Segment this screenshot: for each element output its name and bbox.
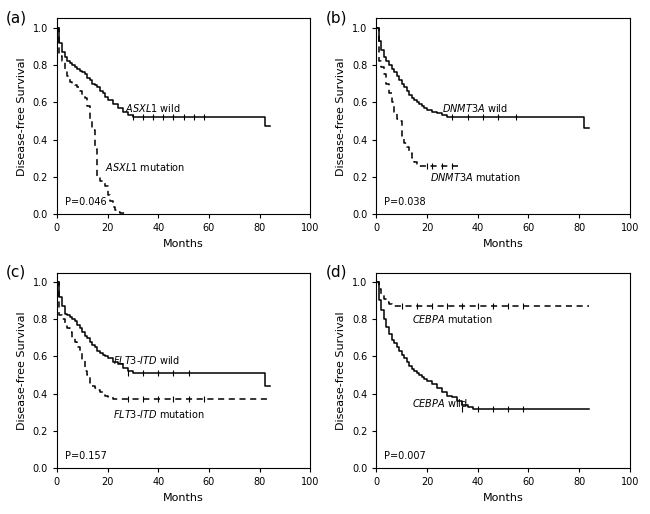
X-axis label: Months: Months	[163, 238, 204, 249]
Text: (a): (a)	[6, 10, 27, 26]
Text: P=0.046: P=0.046	[64, 197, 106, 207]
Y-axis label: Disease-free Survival: Disease-free Survival	[337, 57, 346, 175]
Text: $\it{DNMT3A}$ mutation: $\it{DNMT3A}$ mutation	[430, 171, 520, 183]
Text: P=0.007: P=0.007	[384, 451, 426, 461]
Text: $\it{ASXL1}$ wild: $\it{ASXL1}$ wild	[125, 102, 181, 114]
Text: (c): (c)	[6, 265, 27, 280]
Text: $\it{CEBPA}$ wild: $\it{CEBPA}$ wild	[412, 397, 468, 409]
Text: $\it{ASXL1}$ mutation: $\it{ASXL1}$ mutation	[105, 161, 185, 173]
Y-axis label: Disease-free Survival: Disease-free Survival	[337, 311, 346, 430]
Y-axis label: Disease-free Survival: Disease-free Survival	[17, 311, 27, 430]
Text: P=0.157: P=0.157	[64, 451, 107, 461]
Y-axis label: Disease-free Survival: Disease-free Survival	[17, 57, 27, 175]
Text: $\it{DNMT3A}$ wild: $\it{DNMT3A}$ wild	[442, 102, 508, 114]
X-axis label: Months: Months	[483, 493, 523, 503]
Text: $\it{FLT3}$-$\it{ITD}$ wild: $\it{FLT3}$-$\it{ITD}$ wild	[112, 354, 179, 366]
Text: (d): (d)	[326, 265, 347, 280]
X-axis label: Months: Months	[163, 493, 204, 503]
Text: P=0.038: P=0.038	[384, 197, 426, 207]
Text: $\it{FLT3}$-$\it{ITD}$ mutation: $\it{FLT3}$-$\it{ITD}$ mutation	[112, 408, 204, 420]
X-axis label: Months: Months	[483, 238, 523, 249]
Text: (b): (b)	[326, 10, 347, 26]
Text: $\it{CEBPA}$ mutation: $\it{CEBPA}$ mutation	[412, 313, 493, 325]
